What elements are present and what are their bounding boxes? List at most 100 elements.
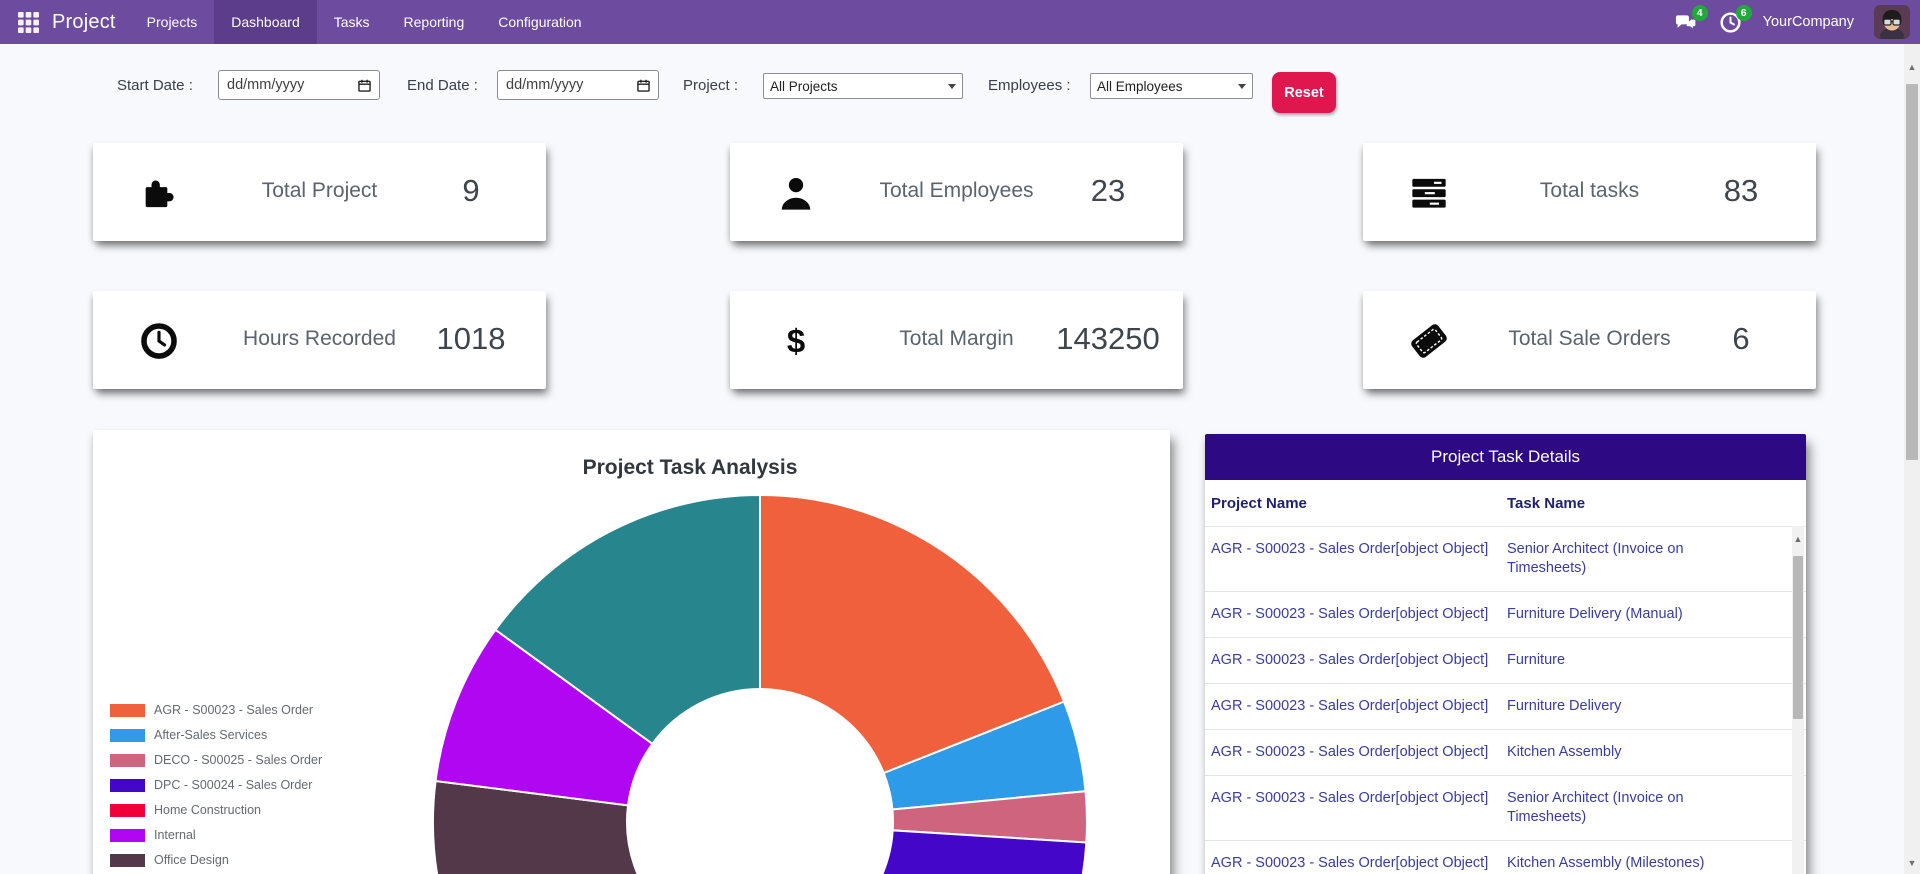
legend-swatch xyxy=(110,803,145,817)
company-switcher[interactable]: YourCompany xyxy=(1762,14,1854,30)
donut-chart[interactable] xyxy=(93,430,1170,874)
cell-project-name: AGR - S00023 - Sales Order[object Object… xyxy=(1211,855,1489,871)
kpi-label: Total Margin xyxy=(899,327,1014,350)
cell-task-name: Senior Architect (Invoice on Timesheets) xyxy=(1507,790,1684,825)
project-filter-label: Project : xyxy=(683,77,739,94)
legend-item[interactable]: AGR - S00023 - Sales Order xyxy=(110,703,322,717)
legend-swatch xyxy=(110,753,145,767)
nav-item-dashboard[interactable]: Dashboard xyxy=(214,0,317,44)
kpi-value: 143250 xyxy=(1056,321,1160,356)
nav-item-tasks[interactable]: Tasks xyxy=(333,14,370,30)
kpi-label: Total Sale Orders xyxy=(1508,327,1671,350)
column-header-project-name: Project Name xyxy=(1211,494,1307,512)
table-row: AGR - S00023 - Sales Order[object Object… xyxy=(1205,841,1806,874)
scroll-up-icon[interactable]: ▲ xyxy=(1793,534,1803,544)
table-body: AGR - S00023 - Sales Order[object Object… xyxy=(1205,527,1806,874)
table-row: AGR - S00023 - Sales Order[object Object… xyxy=(1205,527,1806,592)
chevron-down-icon xyxy=(1238,83,1246,89)
cell-project-name: AGR - S00023 - Sales Order[object Object… xyxy=(1211,698,1489,714)
cell-project-name: AGR - S00023 - Sales Order[object Object… xyxy=(1211,606,1489,622)
legend-item[interactable]: After-Sales Services xyxy=(110,728,322,742)
legend-label: Internal xyxy=(154,828,196,842)
legend-item[interactable]: Office Design xyxy=(110,853,322,867)
kpi-card: Total tasks 83 xyxy=(1363,143,1816,241)
start-date-value: dd/mm/yyyy xyxy=(227,77,305,93)
cell-task-name: Furniture Delivery (Manual) xyxy=(1507,606,1683,622)
nav-right-cluster: 4 6 YourCompany xyxy=(1675,0,1910,44)
legend-label: AGR - S00023 - Sales Order xyxy=(154,703,314,717)
nav-item-projects[interactable]: Projects xyxy=(146,14,198,30)
legend-swatch xyxy=(110,853,145,867)
table-row: AGR - S00023 - Sales Order[object Object… xyxy=(1205,592,1806,638)
legend-item[interactable]: Home Construction xyxy=(110,803,322,817)
scroll-up-icon[interactable]: ▲ xyxy=(1907,62,1917,72)
calendar-icon[interactable] xyxy=(637,79,650,92)
cell-task-name: Kitchen Assembly xyxy=(1507,744,1622,760)
dollar-icon: $ xyxy=(774,319,818,363)
legend-swatch xyxy=(110,703,145,717)
activities-badge: 6 xyxy=(1735,5,1752,21)
kpi-value: 1018 xyxy=(436,321,506,356)
page-scrollbar[interactable]: ▲ ▼ xyxy=(1904,44,1920,874)
donut-slice[interactable] xyxy=(432,779,841,874)
table-scrollbar-thumb[interactable] xyxy=(1793,556,1803,719)
page-scrollbar-thumb[interactable] xyxy=(1906,84,1918,460)
kpi-card: $ Total Margin 143250 xyxy=(730,291,1183,389)
kpi-label: Hours Recorded xyxy=(243,327,396,350)
cell-project-name: AGR - S00023 - Sales Order[object Object… xyxy=(1211,790,1489,806)
table-title: Project Task Details xyxy=(1205,434,1806,480)
user-avatar[interactable] xyxy=(1874,5,1910,39)
calendar-icon[interactable] xyxy=(358,79,371,92)
employees-select[interactable]: All Employees xyxy=(1090,73,1253,99)
nav-item-configuration[interactable]: Configuration xyxy=(498,14,582,30)
legend-label: Home Construction xyxy=(154,803,261,817)
reset-button[interactable]: Reset xyxy=(1272,72,1336,113)
top-navbar: Project Projects Dashboard Tasks Reporting C… xyxy=(0,0,1920,44)
chart-title: Project Task Analysis xyxy=(582,456,798,479)
legend-item[interactable]: DECO - S00025 - Sales Order xyxy=(110,753,322,767)
legend-swatch xyxy=(110,828,145,842)
start-date-input[interactable]: dd/mm/yyyy xyxy=(218,70,380,100)
nav-item-reporting[interactable]: Reporting xyxy=(403,14,465,30)
scroll-down-icon[interactable]: ▼ xyxy=(1907,858,1917,868)
legend-label: Office Design xyxy=(154,853,229,867)
puzzle-icon xyxy=(137,171,181,215)
project-select[interactable]: All Projects xyxy=(763,73,963,99)
tasks-icon xyxy=(1407,171,1451,215)
donut-slice[interactable] xyxy=(759,493,1066,775)
end-date-input[interactable]: dd/mm/yyyy xyxy=(497,70,659,100)
legend-label: After-Sales Services xyxy=(154,728,268,742)
nav-menu: Projects Dashboard Tasks Reporting Configura… xyxy=(130,0,599,44)
clock-icon xyxy=(137,319,181,363)
cell-task-name: Furniture Delivery xyxy=(1507,698,1622,714)
kpi-label: Total Employees xyxy=(879,179,1034,202)
legend-swatch xyxy=(110,778,145,792)
cell-task-name: Senior Architect (Invoice on Timesheets) xyxy=(1507,541,1684,576)
kpi-value: 23 xyxy=(1090,173,1126,208)
legend-item[interactable]: Internal xyxy=(110,828,322,842)
kpi-card: Total Project 9 xyxy=(93,143,546,241)
cell-task-name: Kitchen Assembly (Milestones) xyxy=(1507,855,1705,871)
project-select-value: All Projects xyxy=(770,78,838,94)
kpi-value: 83 xyxy=(1723,173,1759,208)
project-task-details-card: Project Task Details Project Name Task N… xyxy=(1205,434,1806,874)
legend-label: DECO - S00025 - Sales Order xyxy=(154,753,323,767)
table-row: AGR - S00023 - Sales Order[object Object… xyxy=(1205,730,1806,776)
activities-icon[interactable]: 6 xyxy=(1719,5,1752,34)
kpi-label: Total tasks xyxy=(1539,179,1640,202)
ticket-icon xyxy=(1407,319,1451,363)
table-scrollbar[interactable]: ▲ xyxy=(1792,526,1804,874)
app-title[interactable]: Project xyxy=(52,11,116,33)
messages-badge: 4 xyxy=(1691,5,1708,21)
donut-slice[interactable] xyxy=(862,829,1088,874)
donut-slice[interactable] xyxy=(494,493,762,746)
table-row: AGR - S00023 - Sales Order[object Object… xyxy=(1205,638,1806,684)
kpi-card: Hours Recorded 1018 xyxy=(93,291,546,389)
apps-grid-icon[interactable] xyxy=(14,0,42,44)
cell-project-name: AGR - S00023 - Sales Order[object Object… xyxy=(1211,541,1489,557)
legend-item[interactable]: DPC - S00024 - Sales Order xyxy=(110,778,322,792)
user-icon xyxy=(774,171,818,215)
messages-icon[interactable]: 4 xyxy=(1675,5,1708,34)
end-date-label: End Date : xyxy=(407,77,478,94)
